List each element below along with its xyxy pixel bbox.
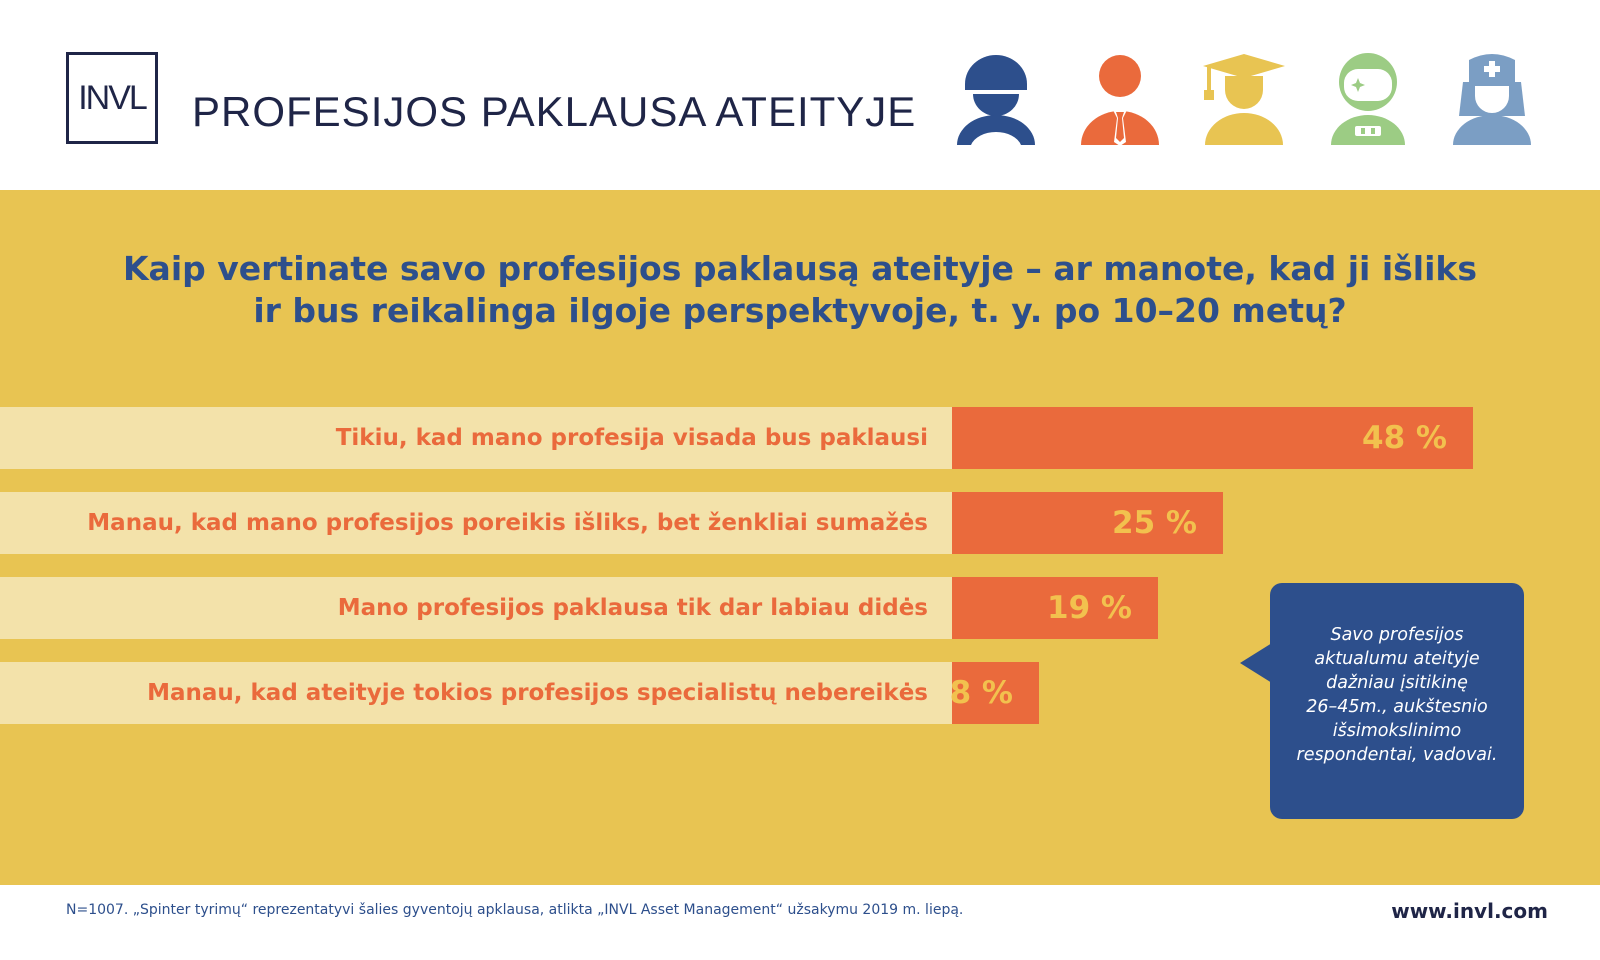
bar-category-label: Manau, kad ateityje tokios profesijos sp… xyxy=(147,680,928,706)
insight-callout: Savo profesijos aktualumu ateityje dažni… xyxy=(1270,583,1524,819)
bar: 19 % xyxy=(952,577,1158,639)
bar-category-row: Manau, kad ateityje tokios profesijos sp… xyxy=(0,662,952,724)
website-link[interactable]: www.invl.com xyxy=(1391,899,1548,923)
bar: 48 % xyxy=(952,407,1473,469)
callout-line: 26–45m., aukštesnio xyxy=(1306,697,1488,717)
source-footnote: N=1007. „Spinter tyrimų“ reprezentatyvi … xyxy=(66,902,964,918)
bar-value-label: 8 % xyxy=(949,675,1013,711)
business-person-icon xyxy=(1081,55,1159,146)
bar-value-label: 48 % xyxy=(1362,420,1447,456)
callout-line: respondentai, vadovai. xyxy=(1296,745,1498,765)
callout-line: išsimokslinimo xyxy=(1332,721,1462,741)
bar: 25 % xyxy=(952,492,1223,554)
bar-value-label: 19 % xyxy=(1047,590,1132,626)
callout-line: dažniau įsitikinę xyxy=(1326,673,1468,693)
chart-question-line1: Kaip vertinate savo profesijos paklausą … xyxy=(122,249,1477,288)
callout-line: Savo profesijos xyxy=(1330,625,1464,645)
bar-category-row: Manau, kad mano profesijos poreikis išli… xyxy=(0,492,952,554)
bar-category-row: Tikiu, kad mano profesija visada bus pak… xyxy=(0,407,952,469)
chart-question: Kaip vertinate savo profesijos paklausą … xyxy=(100,248,1500,332)
bar: 8 % xyxy=(949,662,1039,724)
page-title: PROFESIJOS PAKLAUSA ATEITYJE xyxy=(192,88,917,135)
astronaut-icon xyxy=(1331,53,1405,145)
footer: N=1007. „Spinter tyrimų“ reprezentatyvi … xyxy=(0,885,1600,960)
bar-category-label: Mano profesijos paklausa tik dar labiau … xyxy=(337,595,928,621)
bar-category-label: Manau, kad mano profesijos poreikis išli… xyxy=(87,510,928,536)
bar-category-row: Mano profesijos paklausa tik dar labiau … xyxy=(0,577,952,639)
nurse-icon xyxy=(1453,54,1531,145)
chart-question-line2: ir bus reikalinga ilgoje perspektyvoje, … xyxy=(253,291,1347,330)
callout-line: aktualumu ateityje xyxy=(1314,649,1480,669)
bar-value-label: 25 % xyxy=(1112,505,1197,541)
callout-arrow xyxy=(1240,643,1272,683)
bar-chart: Tikiu, kad mano profesija visada bus pak… xyxy=(0,190,1600,885)
header: INVL PROFESIJOS PAKLAUSA ATEITYJE xyxy=(0,0,1600,190)
invl-logo: INVL xyxy=(66,52,158,144)
profession-icons xyxy=(955,52,1545,152)
bar-category-label: Tikiu, kad mano profesija visada bus pak… xyxy=(335,425,928,451)
construction-worker-icon xyxy=(957,55,1035,145)
chart-panel: Kaip vertinate savo profesijos paklausą … xyxy=(0,190,1600,885)
graduate-icon xyxy=(1203,54,1285,145)
